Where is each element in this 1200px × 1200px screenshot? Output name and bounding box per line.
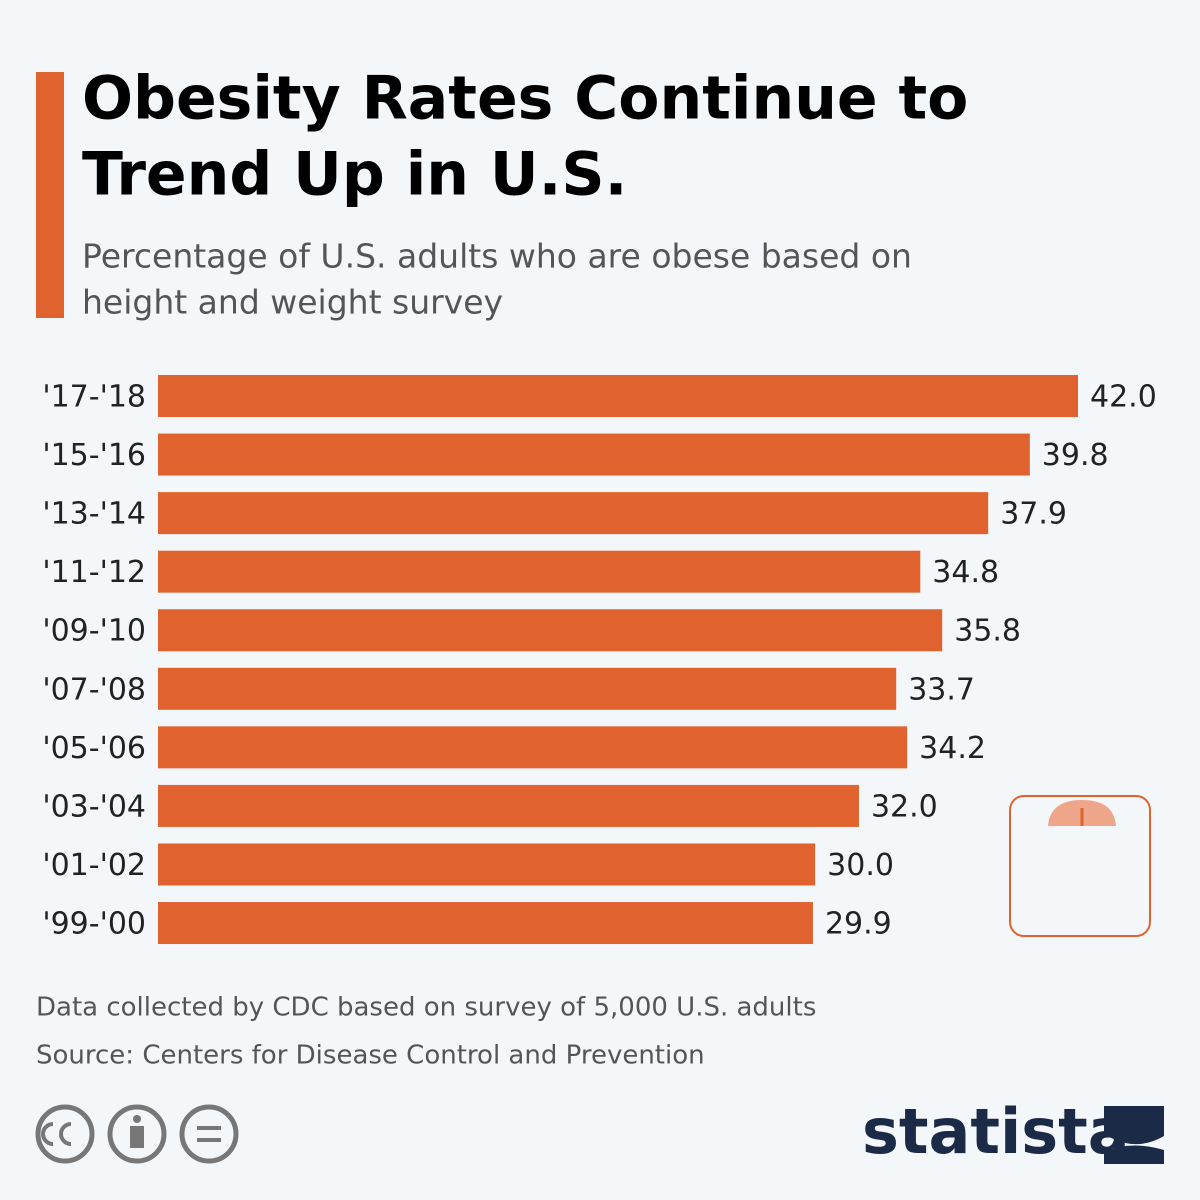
bar: [158, 492, 989, 535]
category-label: '01-'02: [42, 848, 146, 883]
value-label: 42.0: [1090, 380, 1157, 415]
value-label: 30.0: [827, 848, 894, 883]
bar: [158, 609, 943, 652]
brand-mark: [1104, 1106, 1164, 1164]
note: Data collected by CDC based on survey of…: [36, 993, 816, 1023]
bar: [158, 843, 816, 886]
bar: [158, 726, 908, 769]
bar: [158, 784, 859, 827]
value-label: 37.9: [1000, 497, 1067, 532]
category-label: '17-'18: [42, 380, 146, 415]
bar: [158, 667, 897, 710]
value-label: 33.7: [908, 672, 975, 707]
bar: [158, 550, 921, 593]
category-label: '03-'04: [42, 789, 146, 824]
bar: [158, 902, 813, 945]
value-label: 39.8: [1042, 438, 1109, 473]
value-label: 32.0: [871, 789, 938, 824]
bar: [158, 375, 1078, 417]
title-accent: [36, 72, 64, 318]
chart-title: Trend Up in U.S.: [82, 140, 627, 210]
license-icons: [35, 1104, 239, 1164]
chart-subtitle: Percentage of U.S. adults who are obese …: [82, 237, 912, 276]
category-label: '99-'00: [42, 907, 146, 942]
category-label: '13-'14: [42, 497, 146, 532]
category-label: '07-'08: [42, 672, 146, 707]
category-label: '15-'16: [42, 438, 146, 473]
chart-title: Obesity Rates Continue to: [82, 64, 968, 134]
category-label: '11-'12: [42, 555, 146, 590]
value-label: 34.8: [932, 555, 999, 590]
brand-logo: statista: [862, 1095, 1130, 1168]
category-label: '09-'10: [42, 614, 146, 649]
scale-icon: [1009, 795, 1151, 937]
source: Source: Centers for Disease Control and …: [36, 1041, 705, 1071]
value-label: 34.2: [919, 731, 986, 766]
value-label: 29.9: [825, 907, 892, 942]
chart-subtitle: height and weight survey: [82, 283, 503, 322]
category-label: '05-'06: [42, 731, 146, 766]
value-label: 35.8: [954, 614, 1021, 649]
bar: [158, 433, 1030, 476]
